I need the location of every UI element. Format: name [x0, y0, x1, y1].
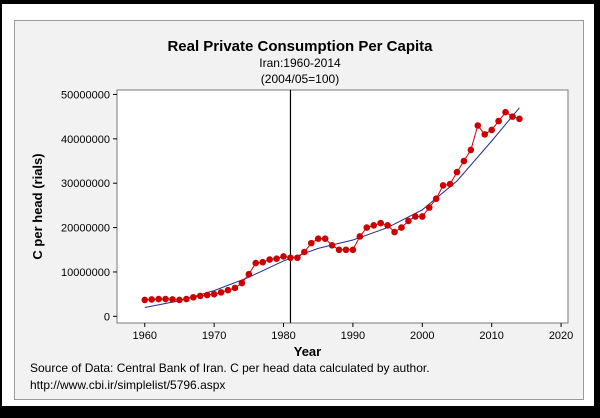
x-tick-label: 2020 [549, 330, 573, 342]
data-point [280, 253, 287, 260]
x-axis-label: Year [294, 344, 321, 359]
y-tick-label: 30000000 [61, 178, 110, 190]
chart-subtitle-line1: Iran:1960-2014 [259, 56, 341, 70]
x-tick-label: 2000 [410, 330, 434, 342]
data-point [509, 113, 516, 120]
plot-area [116, 89, 569, 324]
y-tick-label: 10000000 [61, 267, 110, 279]
data-point [502, 108, 509, 116]
top-border [0, 0, 600, 4]
x-tick-label: 1990 [341, 330, 365, 342]
x-tick-label: 1960 [133, 330, 157, 342]
data-point [196, 292, 204, 300]
source-note: Source of Data: Central Bank of Iran. C … [30, 361, 430, 375]
data-point [425, 204, 433, 211]
data-point [162, 295, 169, 303]
data-point [314, 235, 322, 242]
data-point [328, 242, 336, 249]
data-point [210, 290, 218, 298]
data-point [460, 157, 468, 165]
data-point [342, 246, 350, 254]
data-point [405, 217, 412, 225]
data-point [432, 195, 440, 203]
data-point [349, 246, 357, 254]
chart-title: Real Private Consumption Per Capita [167, 38, 433, 55]
data-point [439, 182, 447, 189]
data-point [252, 259, 260, 267]
data-point [169, 296, 176, 303]
x-tick-label: 1980 [271, 330, 295, 342]
data-point [176, 296, 183, 304]
chart-subtitle-line2: (2004/05=100) [260, 72, 340, 86]
data-point [481, 131, 489, 138]
data-point [391, 228, 398, 236]
data-point [155, 295, 162, 303]
data-point [217, 289, 225, 296]
data-point [190, 293, 197, 301]
data-point [377, 219, 384, 227]
data-point [301, 248, 308, 256]
data-point [384, 222, 391, 229]
data-point [141, 296, 149, 304]
y-tick-label: 20000000 [61, 223, 110, 235]
y-axis-label: C per head (rials) [30, 153, 45, 259]
data-point [231, 284, 239, 292]
data-point [245, 270, 253, 278]
data-point [259, 258, 267, 266]
data-point [356, 233, 364, 240]
right-border [594, 0, 600, 418]
data-points [141, 108, 523, 304]
data-point [418, 213, 426, 220]
data-point [266, 256, 273, 263]
data-point [183, 295, 190, 303]
x-tick-label: 1970 [202, 330, 226, 342]
data-point [446, 180, 454, 188]
left-border [0, 0, 2, 418]
source-link[interactable]: http://www.cbi.ir/simplelist/5796.aspx [30, 378, 226, 392]
data-point [321, 235, 329, 242]
x-tick-label: 2010 [479, 330, 503, 342]
data-point [273, 255, 280, 262]
y-axis: 0 10000000 20000000 30000000 40000000 5000000… [61, 89, 117, 323]
data-point [495, 117, 502, 125]
data-point [307, 239, 315, 247]
data-point [467, 146, 475, 154]
data-point [224, 286, 232, 294]
y-tick-label: 0 [104, 311, 110, 323]
data-point [398, 224, 405, 231]
data-point [148, 296, 155, 303]
bottom-border [0, 406, 600, 418]
data-point [287, 254, 294, 262]
data-point [474, 122, 482, 129]
y-tick-label: 50000000 [61, 89, 110, 101]
data-point [294, 254, 301, 262]
data-point [203, 291, 211, 299]
x-axis: 1960 1970 1980 1990 2000 2010 2020 [133, 323, 573, 342]
data-point [453, 168, 461, 176]
data-point [488, 126, 495, 134]
data-point [335, 246, 343, 254]
data-point [363, 224, 371, 231]
data-point [238, 279, 246, 287]
data-point [370, 222, 378, 229]
data-point [516, 115, 523, 123]
data-point [412, 213, 419, 220]
y-tick-label: 40000000 [61, 134, 110, 146]
